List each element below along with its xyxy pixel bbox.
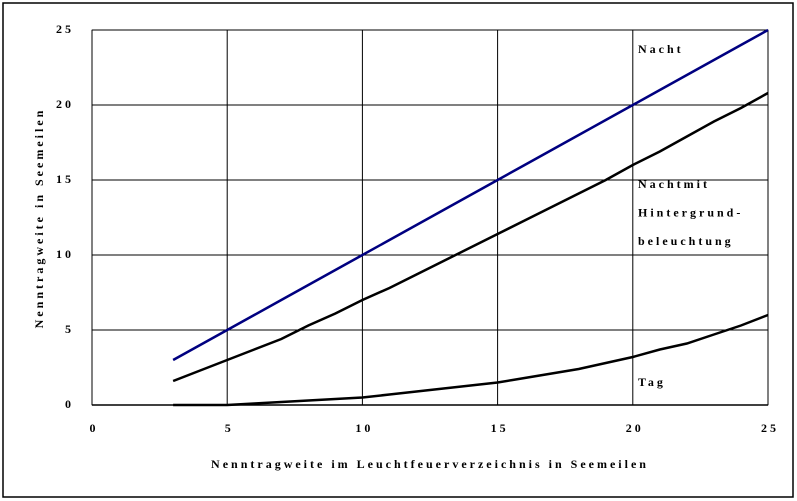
x-tick-label: 25 bbox=[761, 421, 779, 435]
x-axis-label: Nenntragweite im Leuchtfeuerverzeichnis … bbox=[211, 457, 649, 471]
x-tick-label: 20 bbox=[626, 421, 644, 435]
y-tick-label: 15 bbox=[56, 172, 74, 186]
series-label: beleuchtung bbox=[638, 234, 734, 248]
x-tick-label: 10 bbox=[355, 421, 373, 435]
series-label: Tag bbox=[638, 375, 666, 389]
series-line bbox=[173, 313, 769, 407]
y-tick-label: 10 bbox=[56, 247, 74, 261]
series-label: Nachtmit bbox=[638, 177, 710, 191]
y-tick-label: 20 bbox=[56, 97, 74, 111]
x-tick-label: 5 bbox=[225, 421, 234, 435]
y-tick-label: 25 bbox=[56, 22, 74, 36]
x-tick-label: 15 bbox=[491, 421, 509, 435]
y-tick-label: 5 bbox=[65, 322, 74, 336]
series-line bbox=[172, 91, 769, 383]
series-label: Nacht bbox=[638, 42, 684, 56]
series-label: Hintergrund- bbox=[638, 205, 743, 219]
y-axis-label: Nenntragweite in Seemeilen bbox=[32, 108, 46, 329]
x-tick-label: 0 bbox=[90, 421, 99, 435]
y-tick-label: 0 bbox=[65, 397, 74, 411]
series-line bbox=[172, 28, 769, 362]
